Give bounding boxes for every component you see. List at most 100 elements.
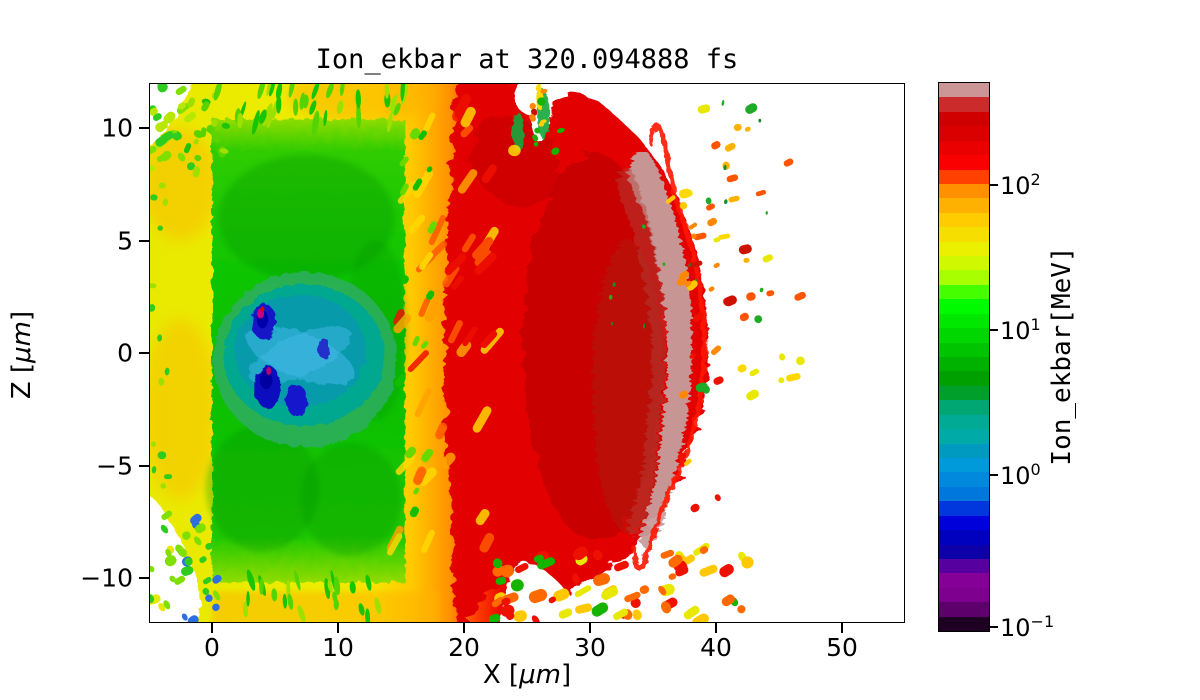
y-tick-label: 10	[101, 113, 133, 143]
colorbar-label: Ion_ekbar[MeV]	[1047, 246, 1077, 466]
heatmap-canvas	[149, 83, 806, 623]
speckles-top-left-corner	[149, 83, 197, 172]
colorbar-segment	[939, 558, 989, 574]
speckles-slab-topleft-bleed	[183, 92, 231, 178]
colorbar-segment	[939, 501, 989, 516]
x-axis-label: X [μm]	[482, 660, 572, 690]
colorbar-tick-label: 100	[1000, 459, 1041, 490]
colorbar-segment	[939, 313, 989, 329]
colorbar-segment	[939, 183, 989, 199]
colorbar-segment	[939, 270, 989, 285]
x-tick-mark	[589, 623, 591, 633]
colorbar-segment	[939, 256, 989, 271]
colorbar-segment	[939, 83, 989, 98]
y-tick-mark	[139, 577, 149, 579]
colorbar-segment	[939, 457, 989, 473]
speckles-rim-dashes	[665, 195, 724, 513]
colorbar-tick-mark	[990, 184, 998, 187]
colorbar-segment	[939, 140, 989, 156]
heatmap-region-blob-yellow-fleck	[508, 144, 521, 157]
colorbar-segment	[939, 299, 989, 314]
x-tick-label: 50	[826, 633, 858, 662]
heatmap-region-notch-yellow-dash	[535, 83, 544, 110]
speckles-right-ejecta	[679, 103, 806, 401]
speckles-right-green-dots	[608, 100, 768, 329]
heatmap-region-cold-spot-deep-navy-1	[259, 371, 273, 389]
colorbar-segment	[939, 414, 989, 430]
colorbar-tick-mark	[990, 328, 998, 331]
speckles-slab-top-fringe	[213, 83, 409, 136]
heatmap-region-blob-bright-rim	[631, 122, 708, 571]
colorbar-segment	[939, 573, 989, 588]
y-tick-label: −10	[80, 563, 133, 593]
heatmap-region-bottom-band-orange	[212, 591, 439, 623]
colorbar-segment	[939, 227, 989, 242]
heatmap-plot-area	[149, 83, 905, 623]
heatmap-region-cold-spot-navy-4	[317, 338, 331, 359]
colorbar-segment	[939, 284, 989, 300]
speckles-bottom-right-field	[488, 542, 754, 623]
colorbar-segment	[939, 371, 989, 386]
colorbar-segment	[939, 515, 989, 531]
colorbar-segment	[939, 155, 989, 170]
colorbar-segment	[939, 357, 989, 372]
speckles-slab-right-green	[394, 128, 437, 518]
colorbar-segment	[939, 530, 989, 545]
y-tick-label: 5	[117, 226, 133, 255]
colorbar-segment	[939, 602, 989, 617]
x-tick-mark	[715, 623, 717, 633]
heatmap-region-left-orange-patch-mid	[149, 319, 219, 500]
colorbar-segment	[939, 169, 989, 184]
colorbar-segment	[939, 385, 989, 401]
x-tick-mark	[841, 623, 843, 633]
colorbar-segment	[939, 544, 989, 559]
heatmap-region-slab-dark-patch-2	[205, 425, 320, 551]
colorbar-segment	[939, 126, 989, 141]
x-tick-label: 10	[322, 633, 354, 662]
y-tick-mark	[139, 352, 149, 354]
y-axis-label: Z [μm]	[7, 310, 37, 400]
colorbar-segment	[939, 429, 989, 444]
heatmap-region-slab-dark-patch-1	[218, 155, 395, 281]
x-tick-mark	[463, 623, 465, 633]
x-tick-label: 30	[574, 633, 606, 662]
colorbar-segment	[939, 342, 989, 358]
colorbar-segment	[939, 241, 989, 257]
y-tick-label: −5	[96, 451, 133, 480]
y-tick-mark	[139, 239, 149, 242]
colorbar-tick-label: 101	[1000, 314, 1041, 345]
colorbar-segment	[939, 212, 989, 228]
speckles-top-notch	[529, 88, 565, 155]
heatmap-region-slab-dark-patch-3	[300, 443, 401, 556]
colorbar-tick-label: 102	[1000, 170, 1041, 201]
speckles-transition-streaks	[386, 93, 504, 556]
colorbar-segment	[939, 198, 989, 213]
heatmap-region-gray-crescent-inner-brick	[617, 166, 666, 537]
colorbar-segment	[939, 97, 989, 112]
colorbar-segment	[939, 400, 989, 415]
x-tick-label: 0	[204, 633, 220, 662]
heatmap-region-cold-spot-magenta-2	[266, 366, 272, 376]
x-tick-mark	[211, 623, 213, 633]
y-tick-mark	[139, 464, 149, 467]
colorbar-tick-label: 10−1	[1000, 612, 1055, 643]
colorbar-segment	[939, 111, 989, 127]
colorbar-tick-mark	[990, 626, 998, 629]
y-tick-label: 0	[117, 338, 133, 368]
speckles-bottom-left-corner	[149, 510, 222, 623]
heatmap-region-gray-crescent-saturated-front	[627, 151, 693, 549]
x-tick-label: 40	[700, 633, 732, 662]
y-tick-mark	[139, 127, 149, 129]
colorbar-segment	[939, 472, 989, 487]
colorbar-segment	[939, 328, 989, 343]
plot-title: Ion_ekbar at 320.094888 fs	[315, 44, 739, 75]
heatmap-region-cold-spot-navy-3	[285, 384, 308, 416]
speckles-left-column	[149, 182, 172, 489]
colorbar-segment	[939, 486, 989, 502]
x-tick-mark	[337, 623, 339, 633]
x-tick-label: 20	[448, 633, 480, 662]
colorbar	[938, 82, 990, 632]
speckles-slab-bottom-fringe	[243, 569, 382, 623]
colorbar-segment	[939, 443, 989, 458]
colorbar-segment	[939, 587, 989, 603]
